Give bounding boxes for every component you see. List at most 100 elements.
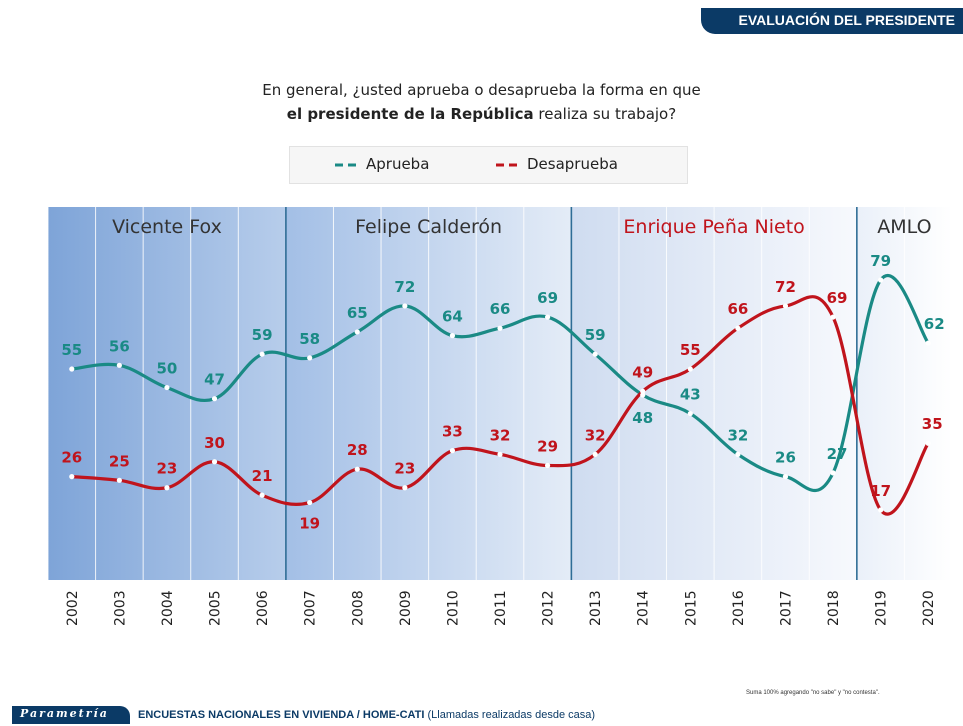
data-label-disapprove: 26 [61,449,82,467]
brand-logo: Parametría [20,707,109,720]
data-label-approve: 27 [827,445,848,463]
series-line-approve [70,274,930,493]
footer-light: (Llamadas realizadas desde casa) [424,709,596,721]
data-label-disapprove: 55 [680,341,701,359]
data-label-disapprove: 23 [157,460,178,478]
legend-label-approve: Aprueba [366,155,430,173]
data-point-disapprove [497,451,503,457]
period-label: Enrique Peña Nieto [623,216,804,238]
data-label-disapprove: 35 [922,415,943,433]
x-tick-label: 2015 [683,590,699,626]
data-point-disapprove [354,466,360,472]
data-point-approve [354,329,360,335]
data-point-disapprove [592,451,598,457]
data-point-disapprove [164,485,170,491]
data-label-approve: 65 [347,304,368,322]
x-tick-label: 2008 [350,590,366,626]
data-label-disapprove: 30 [204,434,225,452]
x-tick-label: 2002 [65,590,81,626]
x-tick-label: 2017 [778,590,794,626]
data-point-approve [592,351,598,357]
data-label-disapprove: 66 [727,300,748,318]
data-label-approve: 64 [442,308,463,326]
data-point-approve [735,451,741,457]
data-label-approve: 62 [924,315,945,333]
data-label-approve: 59 [585,326,606,344]
data-label-approve: 55 [61,341,82,359]
data-point-disapprove [211,459,218,465]
data-label-approve: 79 [870,252,891,270]
footer-text: ENCUESTAS NACIONALES EN VIVIENDA / HOME-… [138,709,595,721]
data-label-approve: 32 [727,426,748,444]
x-tick-label: 2014 [636,590,652,626]
question-bold: el presidente de la República [286,105,534,123]
data-label-disapprove: 29 [537,437,558,455]
x-tick-label: 2003 [112,590,128,626]
data-label-approve: 26 [775,449,796,467]
question-line-1: En general, ¿usted aprueba o desaprueba … [262,81,701,99]
data-label-disapprove: 17 [870,482,891,500]
data-point-disapprove [544,462,551,469]
data-point-disapprove [782,303,789,309]
data-point-disapprove [640,388,646,394]
legend-item-disapprove: Desaprueba [495,155,618,173]
series-lines [70,274,930,516]
data-point-disapprove [69,474,75,480]
data-point-approve [925,340,931,346]
x-tick-label: 2012 [541,590,557,626]
data-label-disapprove: 69 [827,289,848,307]
value-labels: 55 56 50 47 59 58 65 72 64 66 69 59 48 43 32 26 27 79 62 26… [61,252,944,533]
data-point-disapprove [687,366,693,372]
data-point-disapprove [259,492,265,498]
period-label: AMLO [877,216,931,238]
data-point-disapprove [449,448,456,454]
data-point-approve [307,355,313,361]
x-tick-label: 2020 [921,590,937,626]
x-tick-label: 2019 [874,590,890,626]
brand-tab: Parametría [12,706,130,724]
data-point-approve [116,362,122,368]
data-point-disapprove [878,507,884,513]
data-point-approve [449,333,456,339]
year-gridlines [47,207,953,630]
data-label-approve: 48 [632,409,653,427]
data-label-disapprove: 32 [585,426,606,444]
legend-dash-disapprove-icon [496,163,522,166]
x-tick-label: 2005 [208,590,224,626]
data-point-approve [402,303,408,309]
data-label-disapprove: 49 [632,363,653,381]
survey-question: En general, ¿usted aprueba o desaprueba … [0,78,963,126]
legend-label-disapprove: Desaprueba [527,155,618,173]
x-tick-label: 2010 [445,590,461,626]
data-point-disapprove [925,440,931,446]
data-label-disapprove: 19 [299,515,320,533]
data-label-approve: 69 [537,289,558,307]
footnote: Suma 100% agregando "no sabe" y "no cont… [746,690,880,696]
data-label-approve: 56 [109,337,130,355]
question-line-2: el presidente de la República realiza su… [0,102,963,126]
chart-legend: Aprueba Desaprueba [289,146,688,184]
period-dividers [285,207,858,580]
footer-main: ENCUESTAS NACIONALES EN VIVIENDA / HOME-… [138,709,425,721]
data-point-disapprove [735,325,741,331]
x-tick-label: 2007 [303,590,319,626]
x-tick-label: 2006 [255,590,271,626]
period-labels: Vicente Fox Felipe Calderón Enrique Peña N… [112,216,931,238]
data-label-disapprove: 25 [109,452,130,470]
data-point-approve [164,384,170,391]
question-rest: realiza su trabajo? [533,105,677,123]
data-label-approve: 43 [680,386,701,404]
data-label-approve: 72 [394,278,415,296]
legend-item-approve: Aprueba [334,155,429,173]
x-tick-label: 2018 [826,590,842,626]
header-bar: EVALUACIÓN DEL PRESIDENTE [701,8,963,34]
footer: Parametría ENCUESTAS NACIONALES EN VIVIE… [12,706,952,726]
x-tick-label: 2013 [588,590,604,626]
x-tick-label: 2016 [731,590,747,626]
x-tick-label: 2011 [493,590,509,626]
period-label: Felipe Calderón [355,216,502,238]
data-label-disapprove: 32 [490,426,511,444]
data-point-approve [211,396,218,402]
header-title: EVALUACIÓN DEL PRESIDENTE [738,12,955,28]
